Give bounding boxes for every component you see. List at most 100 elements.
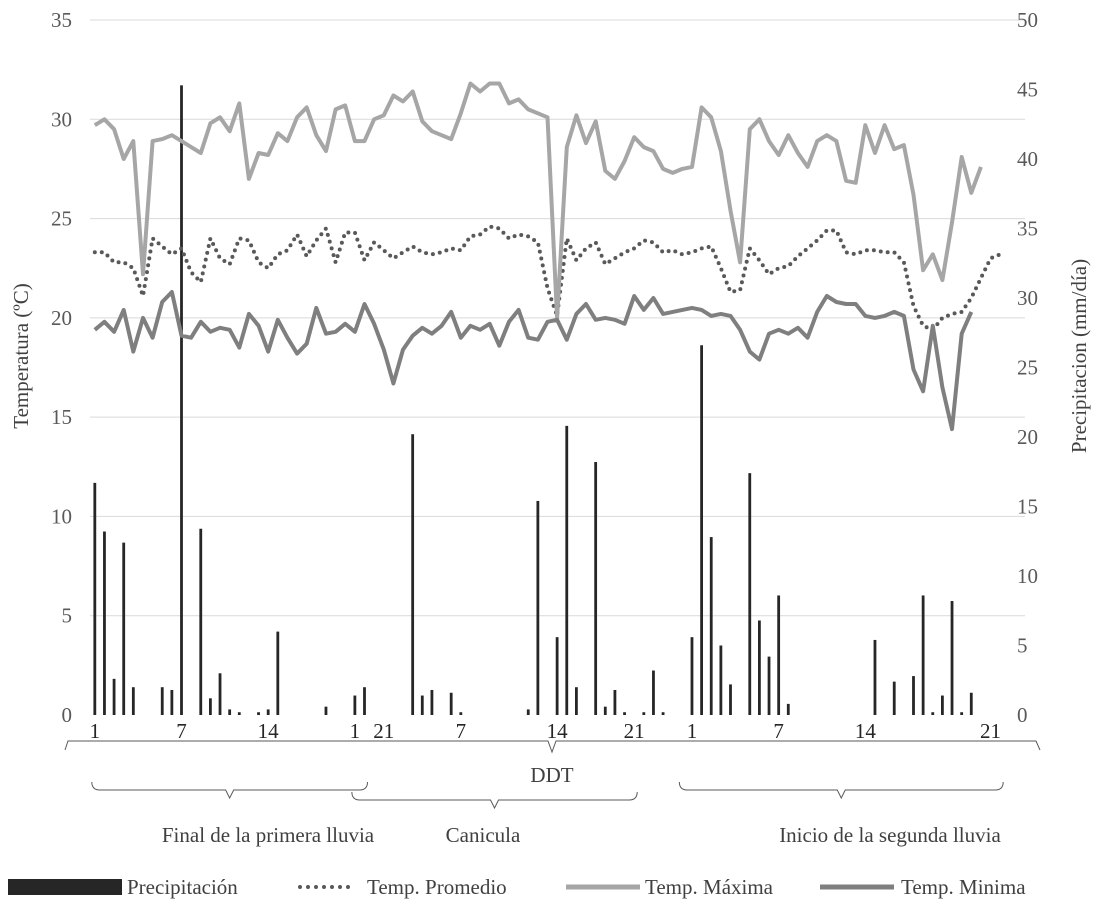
right-axis-title: Precipitacion (mm/día) [1067,259,1091,453]
precipitation-bar [603,706,607,715]
right-tick-label: 15 [1017,495,1038,519]
temp-promedio-line [92,224,1003,332]
precipitation-bar [536,500,540,715]
precipitation-bar [786,703,790,715]
precipitation-bar [594,462,598,715]
right-axis-ticks: 0 5 10 15 20 25 30 35 40 45 50 [1017,8,1038,727]
precipitation-bar [276,631,280,715]
precipitation-bar [921,595,925,715]
precipitation-bar [719,645,723,715]
right-tick-label: 5 [1017,634,1028,658]
legend-label: Temp. Promedio [367,875,507,899]
precipitation-bar [228,709,232,715]
precipitation-bar [93,482,97,715]
temp-maxima-line [93,81,983,320]
precipitation-bar [237,712,241,715]
temperature-lines [92,81,1003,432]
precipitation-bar [767,656,771,715]
x-tick-label: 1 [90,719,101,743]
left-tick-label: 35 [51,8,72,32]
precipitation-bar [112,678,116,715]
precipitation-bar [960,712,964,715]
legend: Precipitación Temp. Promedio Temp. Máxima T… [8,875,1026,899]
precipitation-bar [892,681,896,715]
legend-label: Temp. Minima [901,875,1026,899]
period-label: Canicula [446,823,521,847]
precipitation-bar [565,425,569,715]
precipitation-bar [449,692,453,715]
precipitation-bar [218,673,222,715]
precipitation-bar [748,473,752,715]
right-tick-label: 25 [1017,356,1038,380]
precipitation-bar [526,709,530,715]
left-tick-label: 0 [62,703,73,727]
x-axis [64,740,1041,754]
x-axis-bracket [64,740,1041,754]
right-tick-label: 45 [1017,78,1038,102]
precipitation-bar [208,698,212,715]
period-bracket [91,781,368,800]
precipitation-bar [131,687,135,715]
right-tick-label: 40 [1017,147,1038,171]
precipitation-bar [459,712,463,715]
precipitation-bars [93,85,973,715]
precipitation-bar [690,637,694,715]
precipitation-bar [873,639,877,715]
left-axis-title: Temperatura (ºC) [9,283,33,429]
x-tick-label: 21 [373,719,394,743]
period-label: Final de la primera lluvia [162,823,375,847]
precipitation-bar [180,85,183,715]
legend-label: Precipitación [127,875,238,899]
left-tick-label: 30 [51,107,72,131]
precipitation-bar [160,687,164,715]
period-bracket [351,791,638,810]
precipitation-bar [931,712,935,715]
precipitation-bar [555,637,559,715]
precipitation-bar [170,689,174,715]
x-tick-label: 1 [350,719,361,743]
precipitation-bar [777,595,781,715]
precipitation-bar [199,528,203,715]
precipitation-bar [430,689,434,715]
right-tick-label: 30 [1017,286,1038,310]
right-tick-label: 50 [1017,8,1038,32]
left-axis-ticks: 0 5 10 15 20 25 30 35 [51,8,72,727]
precipitation-bar [700,345,704,715]
left-tick-label: 20 [51,306,72,330]
x-tick-label: 1 [687,719,698,743]
right-tick-label: 0 [1017,703,1028,727]
precipitation-bar [652,670,655,715]
right-tick-label: 20 [1017,425,1038,449]
x-tick-label: 14 [855,719,877,743]
precipitation-bar [661,712,665,715]
period-bracket [678,781,1004,800]
precipitation-bar [353,695,357,715]
precipitation-bar [420,695,424,715]
x-tick-label: 7 [773,719,784,743]
x-tick-label: 21 [624,719,645,743]
precipitation-bar [363,687,366,715]
temp-minima-line [93,290,974,432]
left-tick-label: 10 [51,504,72,528]
precipitation-bar [257,712,260,715]
precipitation-bar [103,531,106,715]
x-tick-label: 7 [176,719,187,743]
precipitation-bar [574,687,578,715]
precipitation-bar [969,692,973,715]
precipitation-bar [729,684,732,715]
left-tick-label: 15 [51,405,72,429]
x-axis-ticks: 1 7 14 1 21 7 14 21 1 7 14 21 [90,719,1001,743]
x-tick-label: 14 [547,719,569,743]
precipitation-bar [623,712,626,715]
precipitation-bar [757,620,761,715]
legend-label: Temp. Máxima [645,875,774,899]
precipitation-bar [266,709,270,715]
precipitation-bar [709,537,713,715]
x-tick-label: 14 [258,719,280,743]
precipitation-bar [613,689,617,715]
precipitation-bar [324,706,328,715]
x-axis-title: DDT [530,763,573,787]
precipitation-bar [642,712,646,715]
precipitation-bar [950,601,954,715]
